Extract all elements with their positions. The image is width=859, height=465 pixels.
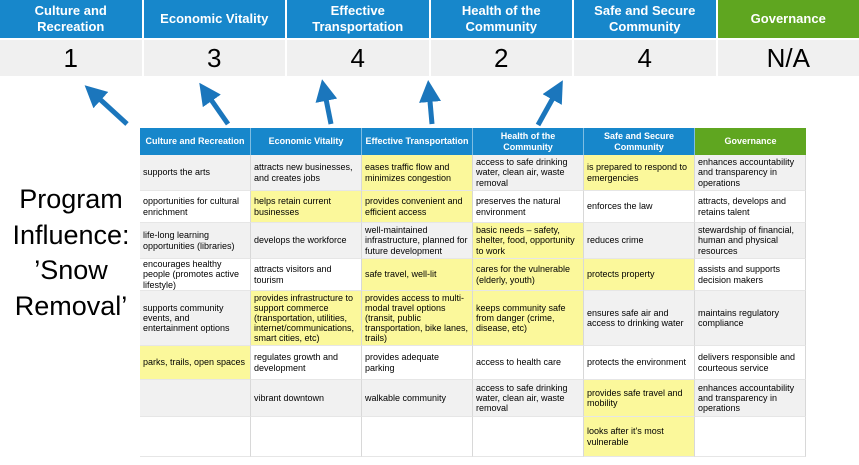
title-line-4: Removal’: [14, 290, 128, 321]
matrix-cell-0-1: attracts new businesses, and creates job…: [251, 155, 362, 191]
matrix-cell-3-3: cares for the vulnerable (elderly, youth…: [473, 259, 584, 291]
title-line-1: Program: [19, 184, 123, 214]
scoreboard-header-safe-and-secure-community: Safe and Secure Community: [574, 0, 716, 38]
score-safe-and-secure-community: 4: [574, 40, 716, 76]
arrow-culture-icon: [84, 85, 129, 126]
scoreboard-header-row: Culture and Recreation Economic Vitality…: [0, 0, 859, 38]
matrix-cell-7-3: [473, 417, 584, 457]
matrix-cell-6-1: vibrant downtown: [251, 380, 362, 417]
matrix-cell-3-1: attracts visitors and tourism: [251, 259, 362, 291]
matrix-cell-4-2: provides access to multi-modal travel op…: [362, 291, 473, 346]
scoreboard-header-health-of-the-community: Health of the Community: [430, 0, 572, 38]
matrix-cell-4-0: supports community events, and entertain…: [140, 291, 251, 346]
matrix-cell-3-4: protects property: [584, 259, 695, 291]
matrix-cell-1-3: preserves the natural environment: [473, 191, 584, 223]
matrix-cell-0-2: eases traffic flow and minimizes congest…: [362, 155, 473, 191]
matrix-cell-4-3: keeps community safe from danger (crime,…: [473, 291, 584, 346]
matrix-cell-2-0: life-long learning opportunities (librar…: [140, 223, 251, 259]
matrix-cell-6-3: access to safe drinking water, clean air…: [473, 380, 584, 417]
scoreboard-header-economic-vitality: Economic Vitality: [143, 0, 285, 38]
matrix-header-safe-and-secure-community: Safe and Secure Community: [584, 128, 695, 155]
matrix-header-health-of-the-community: Health of the Community: [473, 128, 584, 155]
score-health-of-the-community: 2: [430, 40, 572, 76]
matrix-cell-5-3: access to health care: [473, 346, 584, 380]
matrix-cell-1-4: enforces the law: [584, 191, 695, 223]
matrix-cell-6-5: enhances accountability and transparency…: [695, 380, 806, 417]
matrix-cell-5-5: delivers responsible and courteous servi…: [695, 346, 806, 380]
matrix-cell-2-4: reduces crime: [584, 223, 695, 259]
matrix-cell-4-4: ensures safe air and access to drinking …: [584, 291, 695, 346]
matrix-cell-6-2: walkable community: [362, 380, 473, 417]
matrix-cell-5-1: regulates growth and development: [251, 346, 362, 380]
scoreboard-header-governance: Governance: [717, 0, 859, 38]
matrix-cell-0-5: enhances accountability and transparency…: [695, 155, 806, 191]
scoreboard-header-culture-and-recreation: Culture and Recreation: [0, 0, 142, 38]
matrix-cell-0-0: supports the arts: [140, 155, 251, 191]
program-influence-title: Program Influence: ’Snow Removal’: [0, 182, 142, 325]
matrix-cell-5-4: protects the environment: [584, 346, 695, 380]
scoreboard-header-effective-transportation: Effective Transportation: [287, 0, 429, 38]
matrix-cell-1-0: opportunities for cultural enrichment: [140, 191, 251, 223]
matrix-header-governance: Governance: [695, 128, 806, 155]
matrix-cell-2-2: well-maintained infrastructure, planned …: [362, 223, 473, 259]
title-line-2: Influence:: [12, 219, 130, 250]
arrow-safe-icon: [535, 80, 563, 127]
matrix-cell-3-0: encourages healthy people (promotes acti…: [140, 259, 251, 291]
matrix-header-effective-transportation: Effective Transportation: [362, 128, 473, 155]
matrix-cell-5-2: provides adequate parking: [362, 346, 473, 380]
matrix-cell-7-1: [251, 417, 362, 457]
matrix-header-economic-vitality: Economic Vitality: [251, 128, 362, 155]
matrix-header-culture-and-recreation: Culture and Recreation: [140, 128, 251, 155]
title-line-3: ’Snow: [34, 255, 108, 286]
arrow-health-icon: [419, 80, 442, 125]
matrix-cell-3-2: safe travel, well-lit: [362, 259, 473, 291]
matrix-cell-4-1: provides infrastructure to support comme…: [251, 291, 362, 346]
matrix-cell-0-3: access to safe drinking water, clean air…: [473, 155, 584, 191]
matrix-cell-7-5: [695, 417, 806, 457]
matrix-cell-2-1: develops the workforce: [251, 223, 362, 259]
matrix-cell-6-4: provides safe travel and mobility: [584, 380, 695, 417]
matrix-cell-1-5: attracts, develops and retains talent: [695, 191, 806, 223]
scoreboard-score-row: 1 3 4 2 4 N/A: [0, 40, 859, 76]
matrix-cell-5-0: parks, trails, open spaces: [140, 346, 251, 380]
matrix-cell-1-1: helps retain current businesses: [251, 191, 362, 223]
matrix-cell-7-2: [362, 417, 473, 457]
score-economic-vitality: 3: [143, 40, 285, 76]
matrix-cell-4-5: maintains regulatory compliance: [695, 291, 806, 346]
matrix-cell-7-4: looks after it's most vulnerable: [584, 417, 695, 457]
matrix-cell-6-0: [140, 380, 251, 417]
score-effective-transportation: 4: [287, 40, 429, 76]
score-arrows: [84, 79, 563, 127]
score-culture-and-recreation: 1: [0, 40, 142, 76]
matrix-cell-2-5: stewardship of financial, human and phys…: [695, 223, 806, 259]
matrix-cell-1-2: provides convenient and efficient access: [362, 191, 473, 223]
arrow-economic-icon: [199, 82, 231, 126]
matrix-cell-3-5: assists and supports decision makers: [695, 259, 806, 291]
matrix-cell-0-4: is prepared to respond to emergencies: [584, 155, 695, 191]
matrix-cell-7-0: [140, 417, 251, 457]
arrow-transportation-icon: [315, 79, 338, 125]
scoreboard: Culture and Recreation Economic Vitality…: [0, 0, 859, 76]
score-governance: N/A: [717, 40, 859, 76]
matrix-cell-2-3: basic needs – safety, shelter, food, opp…: [473, 223, 584, 259]
influence-matrix: Culture and Recreation Economic Vitality…: [140, 128, 806, 457]
